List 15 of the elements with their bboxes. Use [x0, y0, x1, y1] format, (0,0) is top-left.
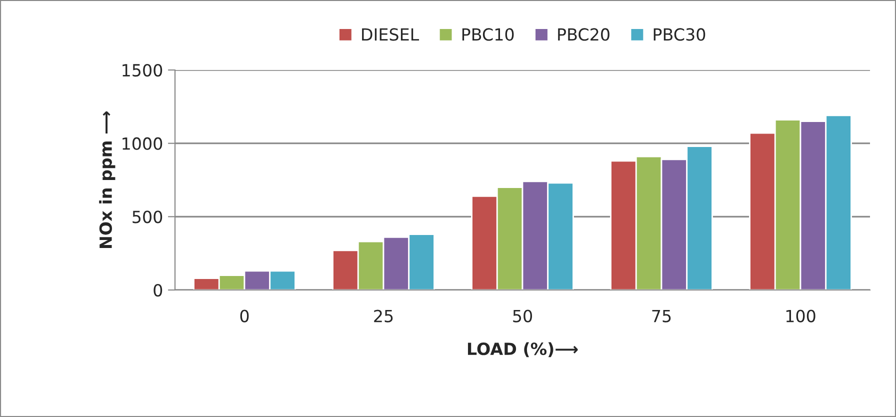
y-tick-label: 500: [132, 210, 162, 224]
x-tick-label: 100: [786, 310, 816, 322]
x-tick-label: 75: [652, 310, 671, 322]
y-tick-label: 1000: [122, 137, 162, 150]
legend-label: DIESEL: [362, 28, 420, 41]
y-tick-label: 0: [154, 284, 162, 297]
y-tick-label: 1500: [122, 64, 162, 77]
legend-label: PBC30: [654, 28, 706, 41]
x-tick-label: 50: [513, 310, 532, 322]
y-axis-title: NOx in ppm ⟶: [99, 111, 116, 248]
legend-label: PBC20: [558, 28, 610, 41]
legend-label: PBC10: [462, 28, 514, 41]
x-tick-label: 25: [374, 310, 393, 322]
x-tick-label: 0: [240, 310, 249, 322]
x-axis-title: LOAD (%)⟶: [468, 342, 578, 358]
